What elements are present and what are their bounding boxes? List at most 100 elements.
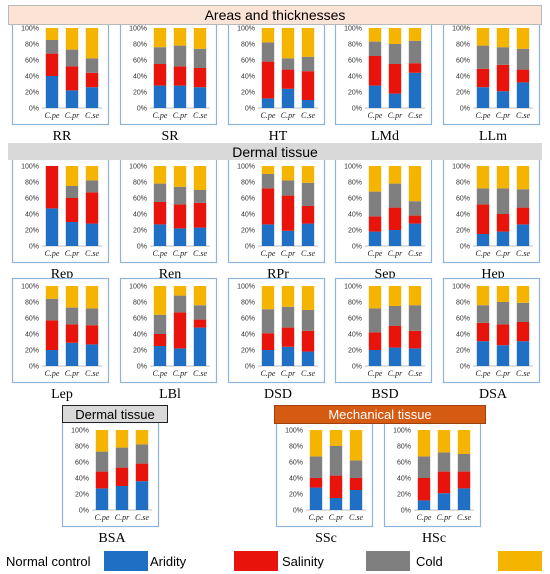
y-tick-label: 20% (133, 228, 147, 235)
bar-segment-Cpe-4 (261, 286, 275, 310)
bar-segment-Cse-1 (457, 488, 471, 510)
y-tick-label: 100% (237, 284, 255, 291)
bar-segment-Cpe-2 (45, 53, 59, 76)
bar-segment-Cse-3 (516, 302, 530, 322)
bar-segment-Cpe-4 (476, 166, 490, 189)
bar-segment-Cpr-4 (437, 430, 451, 453)
panel-title: LBl (159, 387, 181, 402)
y-tick-label: 60% (25, 58, 39, 65)
bar-segment-Cpr-2 (281, 69, 295, 89)
bar-segment-Cpr-1 (281, 88, 295, 108)
x-tick-label: C.se (193, 111, 207, 120)
bar-segment-Cse-1 (135, 481, 149, 510)
x-tick-label: C.se (301, 111, 315, 120)
bar-segment-Cse-1 (301, 351, 315, 366)
bar-segment-Cse-3 (193, 48, 207, 68)
y-tick-label: 60% (133, 316, 147, 323)
bar-segment-Cpe-4 (45, 286, 59, 299)
panel-title: DSD (264, 387, 292, 402)
panel-llm: 0% 20% 40% 60% 80% 100% C.pe C.pr C.se LLm (442, 19, 541, 144)
bar-segment-Cpr-3 (65, 307, 79, 325)
bar-segment-Cpe-1 (476, 234, 490, 246)
y-tick-label: 20% (348, 90, 362, 97)
y-tick-label: 40% (133, 212, 147, 219)
y-tick-label: 60% (456, 196, 470, 203)
panel-title: SSc (315, 531, 337, 546)
bar-segment-Cpe-3 (261, 42, 275, 62)
bar-segment-Cpe-1 (476, 341, 490, 366)
bar-segment-Cse-1 (408, 72, 422, 108)
bar-segment-Cpe-2 (261, 333, 275, 350)
y-tick-label: 0% (352, 106, 362, 113)
y-tick-label: 100% (21, 284, 39, 291)
bar-segment-Cpe-1 (45, 208, 59, 246)
bar-segment-Cpr-4 (496, 286, 510, 302)
y-tick-label: 0% (79, 508, 89, 515)
y-tick-label: 20% (348, 348, 362, 355)
x-tick-label: C.pr (281, 249, 296, 258)
bar-segment-Cpr-4 (281, 28, 295, 59)
y-tick-label: 40% (397, 476, 411, 483)
x-tick-label: C.pr (437, 513, 452, 522)
x-tick-label: C.pe (261, 369, 276, 378)
bar-segment-Cse-2 (408, 330, 422, 349)
panel-lmd: 0% 20% 40% 60% 80% 100% C.pe C.pr C.se LMd (334, 19, 433, 144)
bar-segment-Cpr-2 (281, 327, 295, 347)
bar-segment-Cse-3 (301, 56, 315, 72)
y-tick-label: 0% (460, 364, 470, 371)
bar-segment-Cse-2 (301, 330, 315, 352)
bar-segment-Cpr-1 (281, 346, 295, 366)
y-tick-label: 60% (348, 196, 362, 203)
bar-segment-Cpr-2 (65, 324, 79, 343)
bar-segment-Cpe-3 (476, 188, 490, 205)
x-tick-label: C.se (516, 369, 530, 378)
bar-segment-Cpe-1 (45, 350, 59, 366)
bar-segment-Cpr-3 (388, 44, 402, 64)
x-tick-label: C.pr (65, 111, 80, 120)
panel-ht: 0% 20% 40% 60% 80% 100% C.pe C.pr C.se HT (227, 19, 326, 144)
y-tick-label: 100% (21, 26, 39, 33)
x-tick-label: C.se (408, 369, 422, 378)
bar-segment-Cse-1 (516, 341, 530, 366)
bar-segment-Cpe-4 (261, 28, 275, 43)
x-tick-label: C.pr (115, 513, 130, 522)
bar-segment-Cse-2 (85, 325, 99, 345)
y-tick-label: 0% (137, 244, 147, 251)
bar-segment-Cpe-2 (153, 334, 167, 346)
bar-segment-Cpr-3 (281, 58, 295, 70)
legend-label-normal: Normal control (6, 554, 91, 569)
y-tick-label: 20% (348, 228, 362, 235)
y-tick-label: 100% (452, 284, 470, 291)
y-tick-label: 60% (456, 316, 470, 323)
bar-segment-Cpe-2 (261, 61, 275, 99)
bar-segment-Cpr-3 (173, 45, 187, 67)
y-tick-label: 80% (133, 180, 147, 187)
y-tick-label: 40% (241, 212, 255, 219)
bar-segment-Cpe-1 (153, 224, 167, 246)
x-tick-label: C.se (349, 513, 363, 522)
y-tick-label: 20% (241, 228, 255, 235)
bar-segment-Cpe-2 (95, 471, 109, 489)
bar-segment-Cpe-1 (368, 85, 382, 108)
x-tick-label: C.pe (368, 249, 383, 258)
bar-segment-Cpe-3 (261, 309, 275, 334)
y-tick-label: 40% (456, 212, 470, 219)
y-tick-label: 80% (133, 300, 147, 307)
y-tick-label: 40% (456, 74, 470, 81)
bar-segment-Cpr-2 (388, 207, 402, 230)
bar-segment-Cse-1 (193, 227, 207, 246)
y-tick-label: 80% (348, 180, 362, 187)
y-tick-label: 40% (348, 212, 362, 219)
bar-segment-Cpe-4 (95, 430, 109, 452)
bar-segment-Cpe-3 (153, 47, 167, 64)
bar-segment-Cse-4 (193, 166, 207, 190)
x-tick-label: C.pe (261, 249, 276, 258)
panel-title: DSA (479, 387, 508, 402)
y-tick-label: 0% (245, 106, 255, 113)
y-tick-label: 20% (456, 90, 470, 97)
bar-segment-Cse-1 (516, 224, 530, 246)
bar-segment-Cse-1 (408, 348, 422, 366)
bar-segment-Cse-4 (516, 166, 530, 190)
bar-segment-Cpr-1 (496, 91, 510, 108)
